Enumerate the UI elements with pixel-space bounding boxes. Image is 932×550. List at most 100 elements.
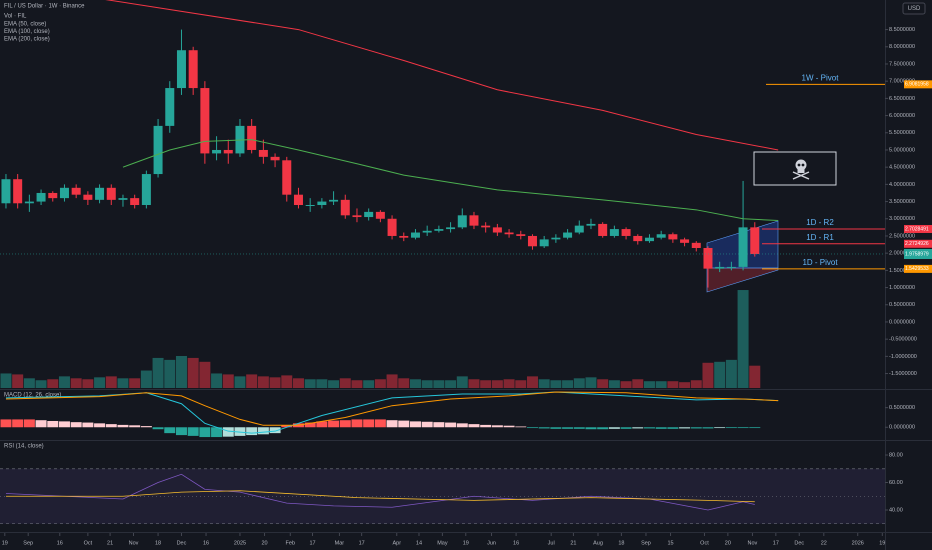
volume-bar [211, 373, 223, 388]
volume-bar [0, 373, 12, 388]
price-tag [904, 80, 932, 89]
histogram-bar [725, 427, 737, 429]
currency-button[interactable] [902, 2, 926, 15]
volume-bar [550, 380, 562, 388]
candle-body [598, 223, 608, 236]
candle-body [703, 248, 713, 269]
candle-body [726, 266, 736, 268]
candle-body [364, 211, 374, 218]
candle-body [1, 179, 11, 204]
volume-bar [129, 378, 141, 388]
macd-title: MACD (12, 26, close) [4, 393, 61, 399]
x-tick-label: 14 [416, 540, 422, 546]
volume-bar [398, 378, 410, 388]
volume-bar [679, 382, 691, 388]
x-tick-label: Nov [129, 540, 139, 546]
volume-bar [199, 361, 211, 388]
histogram-bar [643, 427, 655, 429]
x-tick-label: Dec [794, 540, 804, 546]
candle-body [24, 201, 34, 204]
y-tick-label: 8.5000000 [889, 27, 915, 33]
candle-body [375, 211, 385, 219]
histogram-bar [690, 427, 702, 429]
volume-bar [573, 378, 585, 388]
volume-bar [456, 376, 468, 388]
y-tick-label: 2.5000000 [889, 233, 915, 239]
volume-bar [374, 379, 386, 388]
candle-body [715, 266, 725, 269]
histogram-bar [620, 427, 632, 429]
y-tick-label: 7.0000000 [889, 79, 915, 85]
histogram-bar [316, 421, 328, 428]
skull-bone [792, 171, 810, 180]
volume-bar [257, 376, 269, 388]
volume-bar [725, 359, 737, 388]
volume-bar [562, 380, 574, 388]
candle-body [71, 187, 81, 195]
candle-body [95, 187, 105, 200]
volume-bar [632, 379, 644, 388]
x-tick-label: Feb [286, 540, 295, 546]
candle-body [656, 234, 666, 238]
volume-bar [316, 379, 328, 388]
candle-body [738, 227, 748, 267]
volume-bar [164, 359, 176, 388]
indicator-line [5, 473, 755, 511]
price-tag-label: 1.5429533 [905, 266, 929, 272]
histogram-bar [679, 427, 691, 429]
histogram-bar [573, 427, 585, 429]
histogram-bar [304, 422, 316, 428]
chart-title: FIL / US Dollar · 1W · Binance [4, 4, 85, 10]
volume-bar [117, 378, 129, 388]
candle-body [118, 198, 128, 200]
rsi-title: RSI (14, close) [4, 444, 44, 450]
x-tick-label: 20 [725, 540, 731, 546]
candle-body [48, 192, 58, 199]
histogram-bar [246, 427, 258, 436]
histogram-bar [421, 421, 433, 428]
histogram-bar [585, 427, 597, 430]
histogram-bar [445, 422, 457, 428]
y-tick-label: -0.5000000 [889, 337, 917, 343]
volume-bar [140, 370, 152, 388]
candle-body [387, 218, 397, 236]
histogram-bar [480, 424, 492, 428]
y-tick-label: 4.5000000 [889, 165, 915, 171]
candle-body [106, 187, 116, 200]
volume-bar [363, 380, 375, 388]
candle-body [270, 156, 280, 161]
position-stop-zone [706, 267, 779, 293]
skull-jaw [797, 168, 805, 173]
x-tick-label: 15 [667, 540, 673, 546]
candle-body [446, 227, 456, 230]
volume-bar [655, 381, 667, 388]
indicator-line [5, 490, 755, 503]
volume-bar [339, 378, 351, 388]
volume-bar [538, 379, 550, 388]
histogram-bar [82, 422, 94, 428]
volume-bar [445, 380, 457, 388]
x-tick-label: Nov [748, 540, 758, 546]
histogram-bar [105, 424, 117, 428]
candle-body [200, 88, 210, 154]
histogram-bar [222, 427, 234, 437]
y-tick-label: -1.0000000 [889, 354, 917, 360]
volume-bar [304, 379, 316, 388]
candle-body [551, 237, 561, 240]
volume-bar [246, 374, 258, 388]
y-tick-label: 60.00 [889, 480, 903, 486]
histogram-bar [550, 427, 562, 429]
histogram-bar [58, 421, 70, 428]
candle-body [83, 194, 93, 200]
volume-bar [58, 376, 70, 388]
y-tick-label: 0.5000000 [889, 302, 915, 308]
y-tick-label: 3.0000000 [889, 216, 915, 222]
x-tick-label: 2026 [852, 540, 864, 546]
y-tick-label: 40.00 [889, 507, 903, 513]
x-tick-label: 21 [107, 540, 113, 546]
volume-bar [702, 362, 714, 388]
y-tick-label: 0.0000000 [889, 319, 915, 325]
indicator-line [105, 0, 779, 151]
currency-label[interactable]: USD [908, 6, 921, 12]
